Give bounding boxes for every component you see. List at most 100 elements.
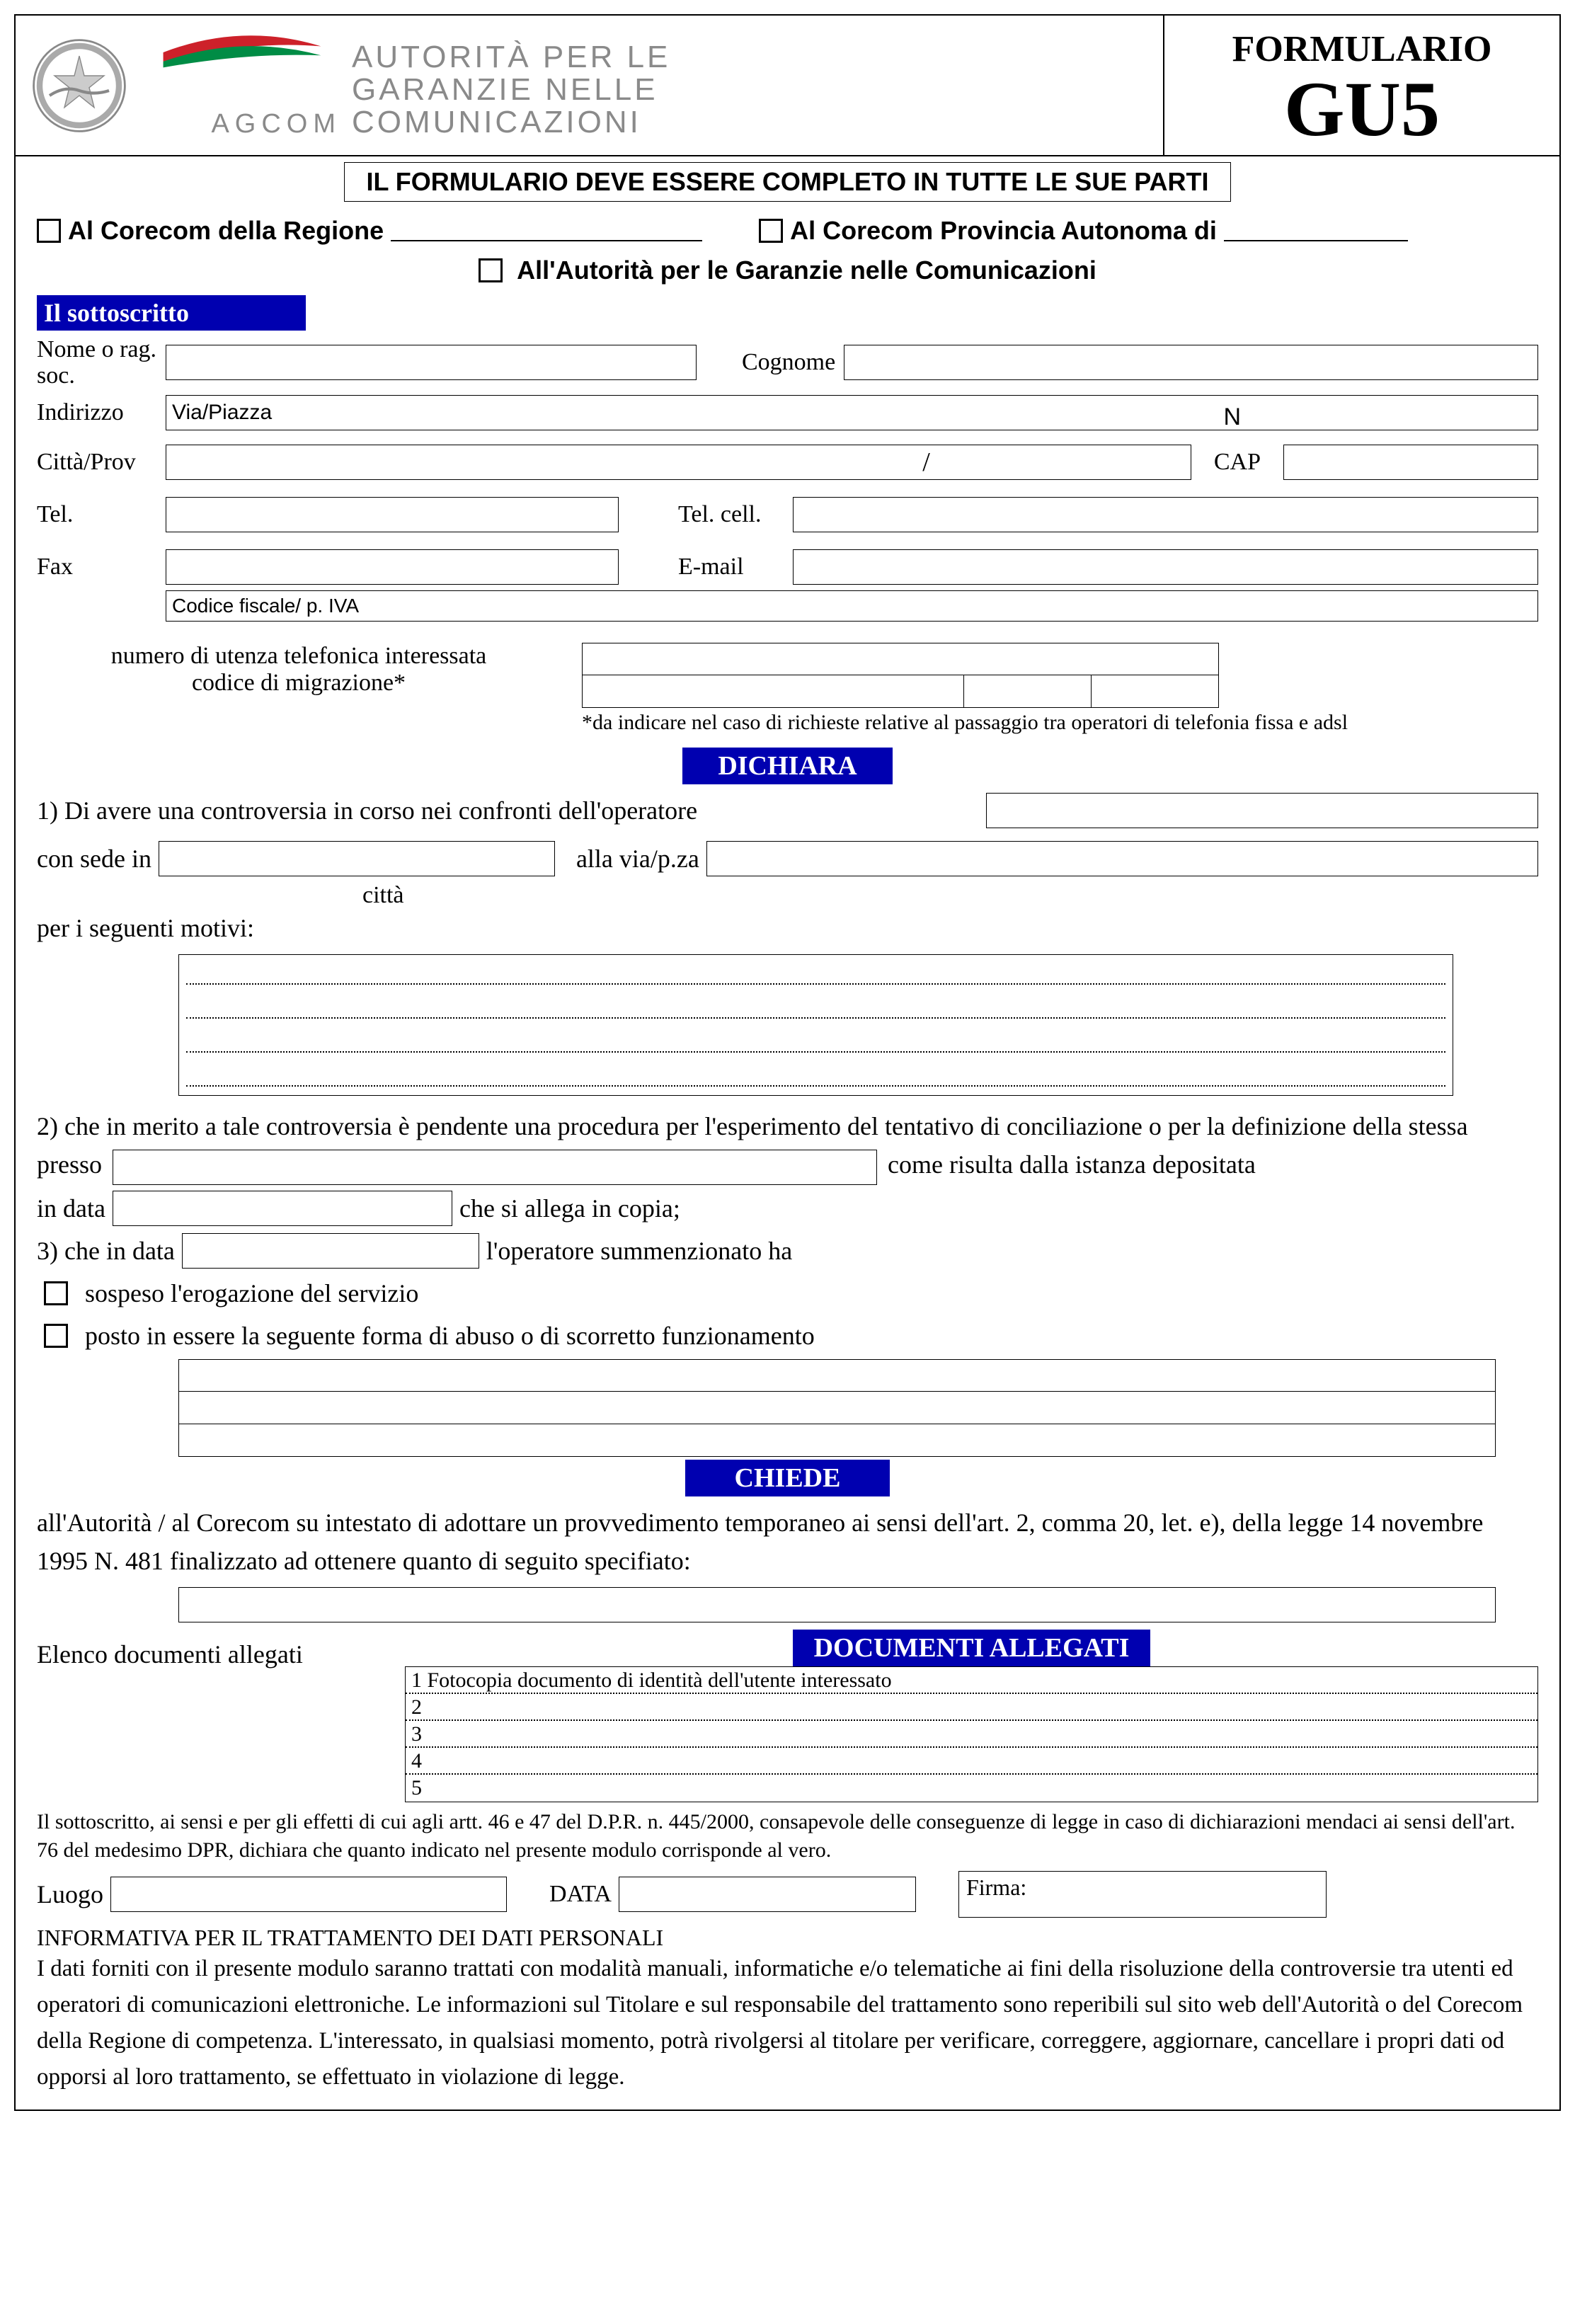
recipient-row-2: All'Autorità per le Garanzie nelle Comun… xyxy=(37,256,1538,285)
slash: / xyxy=(917,447,936,478)
subtitle: IL FORMULARIO DEVE ESSERE COMPLETO IN TU… xyxy=(344,162,1230,202)
telcell-input[interactable] xyxy=(793,497,1538,532)
doc-row-5[interactable]: 5 xyxy=(406,1775,1537,1802)
nome-input[interactable] xyxy=(166,345,697,380)
n-label: N xyxy=(1223,403,1241,431)
sede-label: con sede in xyxy=(37,840,151,878)
checkbox-corecom-regione[interactable] xyxy=(37,219,61,243)
authority-line2: GARANZIE NELLE xyxy=(352,74,658,106)
cognome-label: Cognome xyxy=(742,349,835,376)
email-label: E-mail xyxy=(678,554,784,580)
dichiara-header: DICHIARA xyxy=(682,748,892,784)
presso-input[interactable] xyxy=(113,1150,877,1185)
dichiara-line1: 1) Di avere una controversia in corso ne… xyxy=(37,791,697,830)
luogo-label: Luogo xyxy=(37,1879,103,1909)
informativa-body: I dati forniti con il presente modulo sa… xyxy=(37,1951,1538,2096)
documenti-row: Elenco documenti allegati DOCUMENTI ALLE… xyxy=(37,1630,1538,1802)
motivi-textarea[interactable] xyxy=(178,954,1453,1096)
line3-data-input[interactable] xyxy=(182,1233,479,1269)
dichiara-header-row: DICHIARA xyxy=(37,748,1538,784)
email-input[interactable] xyxy=(793,549,1538,585)
fax-label: Fax xyxy=(37,554,157,580)
opt-abuso-row: posto in essere la seguente forma di abu… xyxy=(44,1317,1538,1355)
dichiara-sede-row: con sede in alla via/p.za xyxy=(37,840,1538,878)
doc-row-4[interactable]: 4 xyxy=(406,1748,1537,1775)
codice-fiscale-input[interactable] xyxy=(166,590,1538,622)
checkbox-corecom-provincia[interactable] xyxy=(759,219,783,243)
doc-row-2[interactable]: 2 xyxy=(406,1694,1537,1721)
line3-row: 3) che in data l'operatore summenzionato… xyxy=(37,1232,1538,1270)
migrazione-input-1[interactable] xyxy=(583,675,964,707)
allega-label: che si allega in copia; xyxy=(459,1189,680,1227)
header: AUTORITÀ PER LE GARANZIE NELLE AGCOM COM… xyxy=(16,16,1559,156)
documenti-header: DOCUMENTI ALLEGATI xyxy=(793,1630,1151,1666)
tel-label: Tel. xyxy=(37,501,157,528)
firma-label: Firma: xyxy=(966,1874,1026,1900)
opt-sospeso: sospeso l'erogazione del servizio xyxy=(85,1274,418,1312)
citta-sub: città xyxy=(362,882,1538,909)
cap-input[interactable] xyxy=(1283,445,1538,480)
formulario-code: GU5 xyxy=(1172,70,1552,148)
corecom-provincia-input[interactable] xyxy=(1224,220,1408,241)
nome-label: Nome o rag. soc. xyxy=(37,336,157,389)
elenco-label: Elenco documenti allegati xyxy=(37,1630,391,1669)
citta-input[interactable] xyxy=(166,446,917,479)
checkbox-autorita[interactable] xyxy=(479,258,503,282)
cap-label: CAP xyxy=(1214,449,1261,476)
line3b: l'operatore summenzionato ha xyxy=(486,1232,792,1270)
migrazione-label: codice di migrazione* xyxy=(37,670,561,697)
cognome-input[interactable] xyxy=(844,345,1538,380)
corecom-provincia-label: Al Corecom Provincia Autonoma di xyxy=(790,216,1217,246)
telcell-label: Tel. cell. xyxy=(678,501,784,528)
corecom-regione-input[interactable] xyxy=(391,220,702,241)
row-indirizzo: Indirizzo xyxy=(37,395,1538,430)
checkbox-abuso[interactable] xyxy=(44,1324,68,1348)
operatore-input[interactable] xyxy=(986,793,1538,828)
migrazione-input-2[interactable] xyxy=(964,675,1092,707)
prov-input[interactable] xyxy=(936,446,1191,479)
authority-line1: AUTORITÀ PER LE xyxy=(352,41,670,74)
dichiara-line2b: come risulta dalla istanza depositata xyxy=(888,1150,1256,1179)
luogo-input[interactable] xyxy=(110,1877,507,1912)
checkbox-sospeso[interactable] xyxy=(44,1281,68,1305)
migrazione-input-3[interactable] xyxy=(1092,675,1218,707)
chiede-text: all'Autorità / al Corecom su intestato d… xyxy=(37,1504,1538,1580)
doc-row-3[interactable]: 3 xyxy=(406,1721,1537,1748)
agcom-text-block: AUTORITÀ PER LE GARANZIE NELLE AGCOM COM… xyxy=(143,31,670,139)
indata-row: in data che si allega in copia; xyxy=(37,1189,1538,1227)
indata-label: in data xyxy=(37,1189,105,1227)
sede-input[interactable] xyxy=(159,841,555,876)
informativa-title: INFORMATIVA PER IL TRATTAMENTO DEI DATI … xyxy=(37,1925,1538,1951)
dichiara-line2-block: 2) che in merito a tale controversia è p… xyxy=(37,1107,1538,1185)
row-fax: Fax E-mail xyxy=(37,549,1538,585)
sottoscritto-header: Il sottoscritto xyxy=(37,295,306,331)
header-logo-block: AUTORITÀ PER LE GARANZIE NELLE AGCOM COM… xyxy=(16,16,1163,155)
subtitle-row: IL FORMULARIO DEVE ESSERE COMPLETO IN TU… xyxy=(16,156,1559,207)
abuso-textarea[interactable] xyxy=(178,1359,1496,1457)
firma-box[interactable]: Firma: xyxy=(958,1871,1327,1918)
row-nome: Nome o rag. soc. Cognome xyxy=(37,336,1538,389)
migrazione-footnote: *da indicare nel caso di richieste relat… xyxy=(582,711,1538,735)
line3: 3) che in data xyxy=(37,1232,175,1270)
corecom-regione-label: Al Corecom della Regione xyxy=(68,216,384,246)
opt-sospeso-row: sospeso l'erogazione del servizio xyxy=(44,1274,1538,1312)
citta-label: Città/Prov xyxy=(37,449,157,476)
doc-row-1[interactable]: 1 Fotocopia documento di identità dell'u… xyxy=(406,1667,1537,1694)
utenza-input[interactable] xyxy=(582,643,1219,675)
indata-input[interactable] xyxy=(113,1191,452,1226)
tel-input[interactable] xyxy=(166,497,619,532)
fax-input[interactable] xyxy=(166,549,619,585)
via-input[interactable] xyxy=(706,841,1538,876)
chiede-input[interactable] xyxy=(178,1587,1496,1622)
motivi-label: per i seguenti motivi: xyxy=(37,909,1538,947)
data-input[interactable] xyxy=(619,1877,916,1912)
form-gu5: AUTORITÀ PER LE GARANZIE NELLE AGCOM COM… xyxy=(14,14,1561,2111)
row-citta: Città/Prov / CAP xyxy=(37,445,1538,480)
indirizzo-input[interactable] xyxy=(166,395,1538,430)
declaration: Il sottoscritto, ai sensi e per gli effe… xyxy=(37,1808,1538,1865)
agcom-word: AGCOM xyxy=(143,109,341,139)
agcom-swoosh-icon xyxy=(143,31,341,74)
row-utenza: numero di utenza telefonica interessata … xyxy=(37,643,1538,708)
italy-emblem-icon xyxy=(30,36,129,135)
dichiara-line1-row: 1) Di avere una controversia in corso ne… xyxy=(37,791,1538,830)
